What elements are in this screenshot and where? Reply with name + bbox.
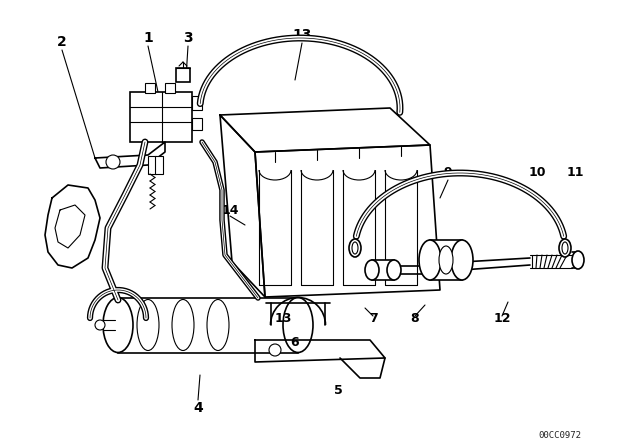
Ellipse shape (439, 246, 453, 274)
Text: 6: 6 (291, 336, 300, 349)
Bar (145, 83, 155, 93)
Text: 8: 8 (411, 311, 419, 324)
Bar (176, 68, 190, 82)
Ellipse shape (352, 242, 358, 254)
Bar (130, 92, 192, 142)
Text: 7: 7 (369, 311, 378, 324)
Bar (192, 96, 202, 110)
Ellipse shape (562, 242, 568, 254)
Bar (165, 83, 175, 93)
Text: 14: 14 (221, 203, 239, 216)
Bar (192, 118, 202, 130)
Ellipse shape (387, 260, 401, 280)
Text: 1: 1 (143, 31, 153, 45)
Ellipse shape (365, 260, 379, 280)
Text: 13: 13 (292, 28, 312, 42)
Ellipse shape (559, 239, 571, 257)
Text: 10: 10 (528, 165, 546, 178)
Ellipse shape (283, 297, 313, 353)
Text: 3: 3 (183, 31, 193, 45)
Ellipse shape (572, 251, 584, 269)
Text: 4: 4 (193, 401, 203, 415)
Text: 11: 11 (566, 165, 584, 178)
Circle shape (95, 320, 105, 330)
Text: 00CC0972: 00CC0972 (538, 431, 582, 439)
Ellipse shape (349, 239, 361, 257)
Ellipse shape (451, 240, 473, 280)
Bar (155, 156, 163, 174)
Text: 9: 9 (444, 165, 452, 178)
Circle shape (269, 344, 281, 356)
Text: 2: 2 (57, 35, 67, 49)
Circle shape (106, 155, 120, 169)
Text: 5: 5 (333, 383, 342, 396)
Text: 13: 13 (275, 311, 292, 324)
Bar (148, 156, 156, 174)
Text: 12: 12 (493, 311, 511, 324)
Bar (372, 260, 394, 280)
Bar (430, 240, 462, 280)
Bar (118, 298, 298, 353)
Ellipse shape (103, 297, 133, 353)
Ellipse shape (419, 240, 441, 280)
